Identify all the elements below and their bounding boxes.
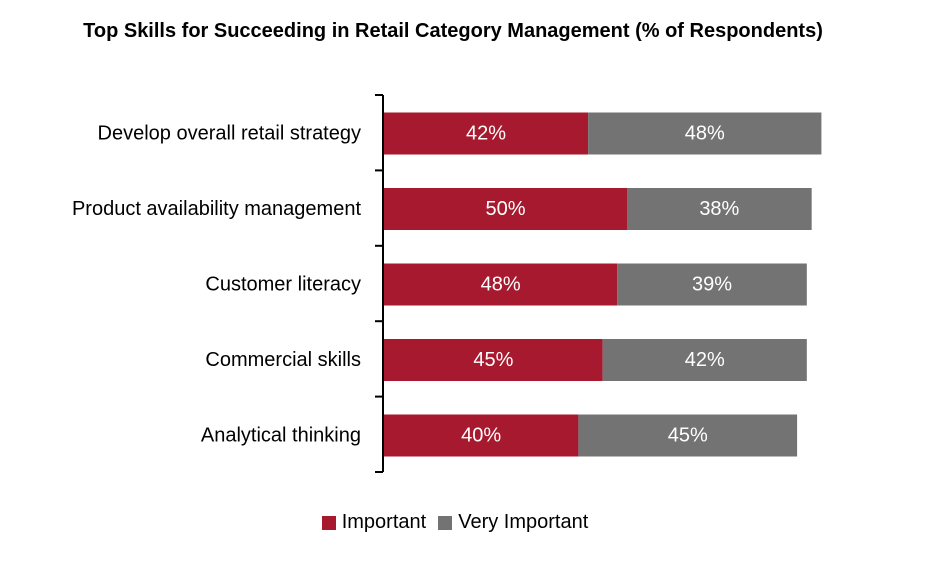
data-label-important-analytical-thinking: 40%	[461, 425, 501, 447]
bar-very-important-commercial-skills	[602, 339, 807, 381]
legend-item-important: Important	[321, 511, 427, 534]
data-label-very-important-develop-overall-retail-strategy: 48%	[685, 123, 725, 145]
category-label-commercial-skills: Commercial skills	[205, 349, 361, 371]
data-label-very-important-customer-literacy: 39%	[692, 274, 732, 296]
data-label-important-develop-overall-retail-strategy: 42%	[466, 123, 506, 145]
category-label-customer-literacy: Customer literacy	[205, 274, 361, 296]
legend-label-very-important: Very Important	[458, 511, 589, 533]
bar-very-important-analytical-thinking	[578, 414, 798, 457]
category-label-develop-overall-retail-strategy: Develop overall retail strategy	[98, 123, 361, 145]
data-label-very-important-product-availability-management: 38%	[699, 198, 739, 220]
data-label-very-important-commercial-skills: 42%	[685, 349, 725, 371]
data-label-important-customer-literacy: 48%	[481, 274, 521, 296]
category-label-product-availability-management: Product availability management	[72, 198, 361, 220]
bar-very-important-develop-overall-retail-strategy	[588, 112, 822, 155]
category-label-analytical-thinking: Analytical thinking	[201, 425, 361, 447]
legend: Important Very Important	[0, 511, 930, 534]
bar-important-commercial-skills	[384, 339, 603, 381]
bar-important-customer-literacy	[384, 263, 618, 306]
legend-label-important: Important	[341, 511, 427, 533]
bar-important-product-availability-management	[384, 188, 627, 230]
bar-very-important-product-availability-management	[627, 188, 812, 230]
legend-swatch-very-important	[438, 515, 453, 530]
data-label-important-product-availability-management: 50%	[485, 198, 525, 220]
bar-very-important-customer-literacy	[617, 263, 807, 306]
chart-title: Top Skills for Succeeding in Retail Cate…	[83, 20, 823, 42]
legend-swatch-important	[321, 515, 336, 530]
bar-important-analytical-thinking	[384, 414, 579, 457]
legend-item-very-important: Very Important	[438, 511, 588, 534]
data-label-important-commercial-skills: 45%	[473, 349, 513, 371]
bar-chart: Develop overall retail strategy 42% 48% Pro…	[72, 94, 822, 473]
bar-important-develop-overall-retail-strategy	[384, 112, 589, 155]
data-label-very-important-analytical-thinking: 45%	[668, 425, 708, 447]
